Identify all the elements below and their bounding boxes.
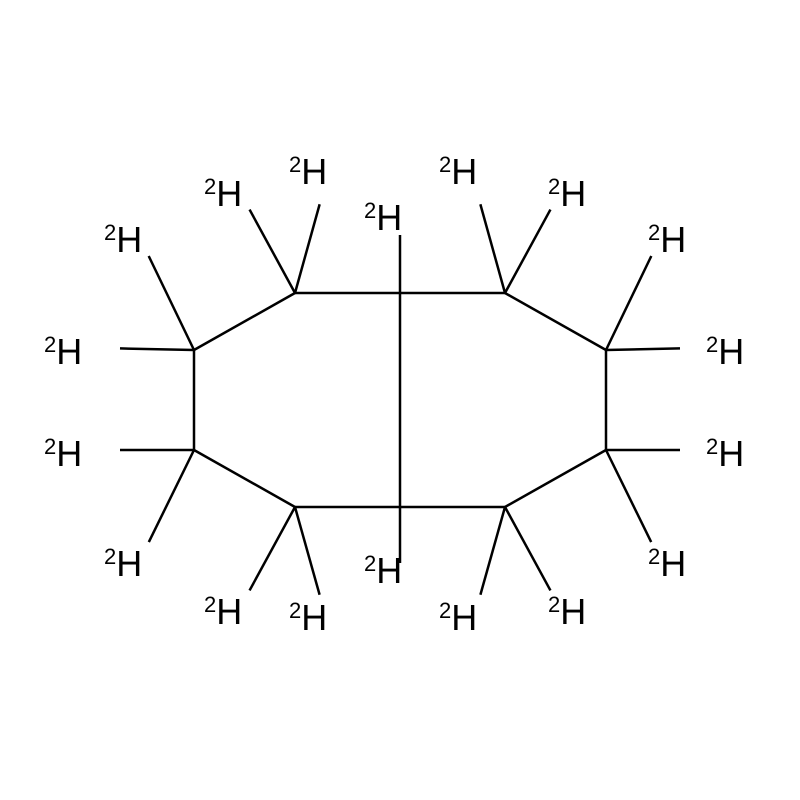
deuterium-label: 2H <box>364 197 402 238</box>
bond <box>295 507 320 595</box>
bond <box>149 256 194 350</box>
bond <box>250 507 295 590</box>
deuterium-label: 2H <box>204 591 242 632</box>
deuterium-label: 2H <box>648 543 686 584</box>
bond <box>194 450 295 507</box>
bond <box>250 210 295 293</box>
deuterium-label: 2H <box>44 331 82 372</box>
bond <box>606 348 680 350</box>
molecule-diagram: 2H 2H 2H 2H 2H 2H 2H 2H 2H 2H 2H 2H 2H 2H 2H 2H 2H 2H <box>0 0 800 800</box>
bond <box>480 204 505 293</box>
bond <box>505 210 550 293</box>
deuterium-label: 2H <box>204 173 242 214</box>
deuterium-label: 2H <box>364 550 402 591</box>
bond <box>606 450 651 542</box>
bond <box>606 256 651 350</box>
deuterium-label: 2H <box>706 433 744 474</box>
deuterium-label: 2H <box>548 173 586 214</box>
deuterium-label: 2H <box>104 219 142 260</box>
bond <box>295 204 320 293</box>
deuterium-label: 2H <box>289 597 327 638</box>
deuterium-label: 2H <box>439 597 477 638</box>
bond <box>505 450 606 507</box>
bond <box>149 450 194 542</box>
deuterium-label: 2H <box>648 219 686 260</box>
deuterium-label: 2H <box>706 331 744 372</box>
bond <box>480 507 505 595</box>
bond <box>194 293 295 350</box>
bond <box>505 293 606 350</box>
deuterium-label: 2H <box>289 151 327 192</box>
deuterium-label: 2H <box>104 543 142 584</box>
deuterium-label: 2H <box>44 433 82 474</box>
bond <box>505 507 550 590</box>
deuterium-label: 2H <box>439 151 477 192</box>
bond <box>120 348 194 350</box>
deuterium-label: 2H <box>548 591 586 632</box>
